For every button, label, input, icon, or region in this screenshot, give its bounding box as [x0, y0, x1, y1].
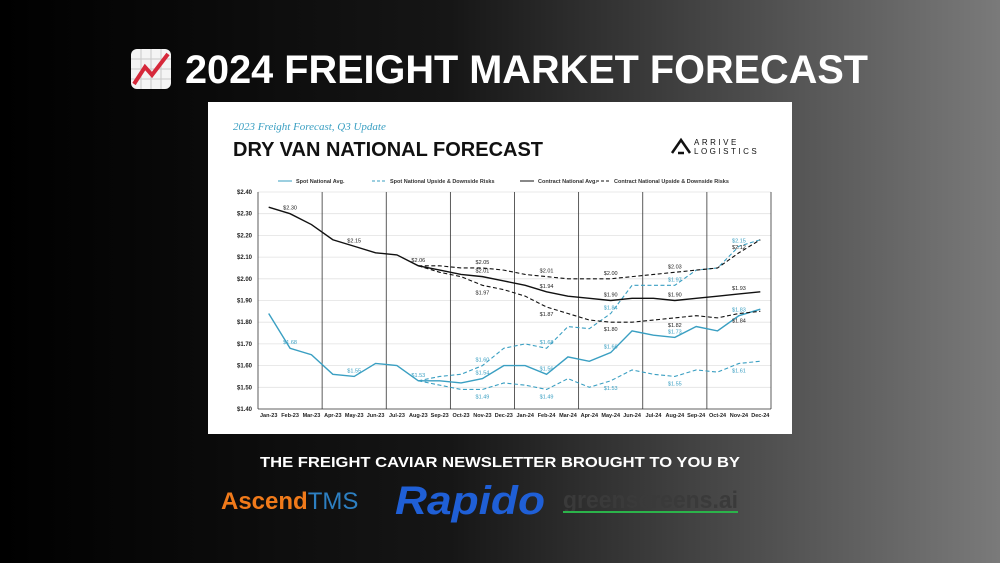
chart-title: DRY VAN NATIONAL FORECAST [233, 139, 543, 161]
page-title: 2024 FREIGHT MARKET FORECAST [185, 48, 868, 92]
y-tick-label: $2.40 [237, 190, 253, 196]
chart-emoji [131, 49, 171, 89]
x-tick-label: Aug-24 [665, 413, 685, 419]
data-label: $2.01 [476, 269, 490, 275]
y-tick-label: $1.50 [237, 385, 253, 391]
data-label: $1.61 [732, 368, 746, 374]
legend-label: Spot National Avg. [296, 179, 345, 185]
y-tick-label: $1.80 [237, 320, 253, 326]
series-line [268, 206, 761, 302]
data-label: $1.56 [540, 366, 554, 372]
series-line [268, 308, 761, 384]
x-tick-label: Jul-23 [389, 413, 405, 419]
data-label: $1.73 [668, 329, 682, 335]
logo-tagline: LOGISTICS [694, 147, 759, 156]
series-line [418, 239, 761, 280]
sponsor-heading: THE FREIGHT CAVIAR NEWSLETTER BROUGHT TO… [260, 454, 740, 471]
ascend-part: Ascend [221, 488, 308, 515]
chart-subtitle: 2023 Freight Forecast, Q3 Update [233, 121, 386, 133]
x-tick-label: Feb-23 [281, 413, 299, 419]
x-tick-label: Nov-24 [730, 413, 749, 419]
data-label: $1.97 [668, 277, 682, 283]
data-label: $1.60 [476, 358, 490, 364]
greenscreens-underline [563, 511, 738, 513]
data-label: $2.01 [540, 269, 554, 275]
x-tick-label: Oct-24 [709, 413, 727, 419]
x-tick-label: Apr-23 [324, 413, 341, 419]
data-label: $2.15 [732, 238, 746, 244]
legend-label: Contract National Upside & Downside Risk… [614, 179, 729, 185]
legend-label: Spot National Upside & Downside Risks [390, 179, 495, 185]
data-label: $1.68 [540, 340, 554, 346]
data-label: $2.03 [668, 264, 682, 270]
y-tick-label: $2.00 [237, 277, 253, 283]
logo-name: ARRIVE [694, 138, 739, 147]
x-tick-label: Jan-23 [260, 413, 277, 419]
x-tick-label: Dec-23 [495, 413, 513, 419]
data-label: $1.94 [540, 284, 554, 290]
x-tick-label: May-24 [601, 413, 621, 419]
x-tick-label: Sep-24 [687, 413, 706, 419]
data-label: $1.68 [283, 340, 297, 346]
data-label: $1.53 [411, 373, 425, 379]
data-label: $1.55 [668, 381, 682, 387]
plot: $1.40 $1.50 $1.60 $1.70 $1.80 $1.90 $2.00 $2.10… [237, 179, 772, 419]
data-label: $1.90 [668, 293, 682, 299]
data-label: $1.49 [476, 394, 490, 400]
data-label: $1.82 [668, 323, 682, 329]
series-line [418, 265, 761, 323]
x-tick-label: Mar-23 [303, 413, 321, 419]
x-tick-label: Oct-23 [453, 413, 470, 419]
x-tick-label: Feb-24 [538, 413, 557, 419]
x-tick-label: Sep-23 [431, 413, 449, 419]
x-tick-label: May-23 [345, 413, 364, 419]
data-label: $1.97 [476, 290, 490, 296]
chart-panel [208, 102, 792, 434]
data-label: $2.00 [604, 271, 618, 277]
data-label: $1.93 [732, 286, 746, 292]
x-tick-label: Jan-24 [516, 413, 534, 419]
y-tick-label: $1.60 [237, 364, 253, 370]
data-label: $1.90 [604, 293, 618, 299]
x-tick-label: Apr-24 [581, 413, 599, 419]
data-label: $1.54 [476, 371, 490, 377]
data-label: $1.49 [540, 394, 554, 400]
ascend-part: TMS [308, 488, 359, 515]
data-label: $2.30 [283, 206, 297, 212]
data-label: $1.55 [347, 368, 361, 374]
x-tick-label: Jun-23 [367, 413, 385, 419]
data-label: $2.05 [476, 260, 490, 266]
x-tick-label: Aug-23 [409, 413, 428, 419]
x-tick-label: Nov-23 [473, 413, 491, 419]
data-label: $1.84 [604, 306, 618, 312]
x-tick-label: Jun-24 [623, 413, 642, 419]
legend-label: Contract National Avg. [538, 179, 597, 185]
data-label: $1.80 [604, 327, 618, 333]
y-tick-label: $1.90 [237, 299, 253, 305]
y-tick-label: $1.70 [237, 342, 253, 348]
data-label: $1.87 [540, 312, 554, 318]
x-tick-label: Dec-24 [751, 413, 770, 419]
series-line [418, 360, 761, 391]
data-label: $1.84 [732, 319, 746, 325]
x-tick-label: Jul-24 [645, 413, 662, 419]
x-tick-label: Mar-24 [559, 413, 578, 419]
sponsor-greenscreens[interactable]: greenscreens.ai [563, 487, 738, 514]
sponsor-ascend[interactable]: AscendTMS [221, 488, 358, 515]
sponsor-rapido[interactable]: Rapido [395, 479, 545, 523]
y-tick-label: $2.30 [237, 212, 253, 218]
data-label: $2.12 [732, 245, 746, 251]
data-label: $2.15 [347, 238, 361, 244]
y-tick-label: $2.10 [237, 255, 253, 261]
data-label: $1.83 [732, 308, 746, 314]
data-label: $2.06 [411, 258, 425, 264]
y-tick-label: $1.40 [237, 407, 253, 413]
data-label: $1.66 [604, 345, 618, 351]
y-tick-label: $2.20 [237, 233, 253, 239]
data-label: $1.53 [604, 386, 618, 392]
logo-mark [670, 137, 692, 155]
